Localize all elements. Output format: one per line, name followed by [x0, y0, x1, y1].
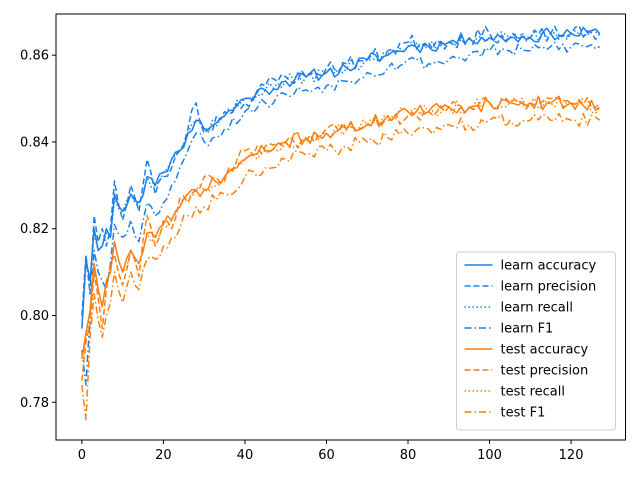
x-tick-label: 80: [400, 448, 417, 463]
legend-label: test F1: [501, 406, 546, 421]
series-line-learn-precision: [81, 25, 601, 316]
y-axis: 0.78 0.80 0.82 0.84 0.86: [20, 49, 56, 411]
series-lines: [81, 25, 601, 421]
y-tick-label: 0.86: [20, 49, 49, 64]
legend-label: test recall: [501, 385, 566, 400]
y-tick-label: 0.78: [20, 396, 49, 411]
series-line-test-precision: [81, 96, 601, 381]
series-line-test-f1: [81, 112, 601, 421]
legend: learn accuracy learn precision learn recal…: [456, 251, 616, 431]
x-tick-label: 100: [477, 448, 502, 463]
y-tick-label: 0.84: [20, 135, 49, 150]
x-axis: 0 20 40 60 80 100 120: [78, 440, 584, 463]
y-tick-label: 0.80: [20, 309, 49, 324]
x-tick-label: 40: [237, 448, 254, 463]
legend-label: learn F1: [501, 322, 554, 337]
plot-frame: [55, 13, 626, 441]
series-line-learn-recall: [81, 28, 600, 329]
x-tick-label: 0: [78, 448, 86, 463]
legend-label: test accuracy: [501, 343, 589, 358]
legend-label: learn recall: [501, 301, 573, 316]
x-tick-label: 120: [559, 448, 584, 463]
y-tick-label: 0.82: [20, 222, 49, 237]
legend-box: [456, 251, 616, 431]
legend-label: test precision: [501, 364, 589, 379]
x-tick-label: 20: [155, 448, 172, 463]
legend-label: learn accuracy: [501, 259, 597, 274]
legend-label: learn precision: [501, 280, 597, 295]
x-tick-label: 60: [318, 448, 335, 463]
